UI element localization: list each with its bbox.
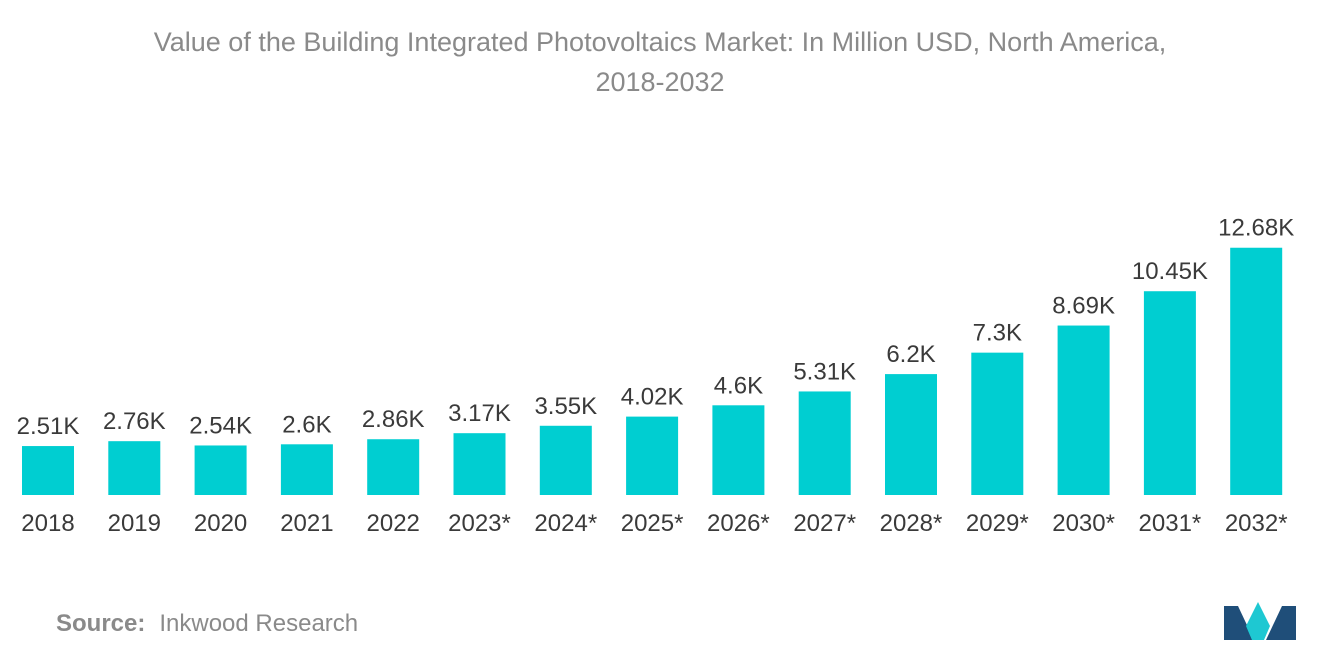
- bar-2024-forecast: [539, 425, 592, 495]
- data-label: 4.6K: [714, 372, 763, 399]
- chart-title: Value of the Building Integrated Photovo…: [0, 22, 1320, 102]
- x-tick-label: 2027*: [793, 510, 856, 537]
- x-tick-label: 2022: [367, 510, 420, 537]
- x-tick-label: 2029*: [966, 510, 1029, 537]
- x-tick-label: 2024*: [534, 510, 597, 537]
- logo-shape-left: [1224, 606, 1254, 640]
- data-label: 10.45K: [1132, 258, 1208, 285]
- data-label: 8.69K: [1052, 293, 1115, 320]
- bar-2030-forecast: [1057, 325, 1110, 495]
- x-tick-label: 2030*: [1052, 510, 1115, 537]
- source-label: Source:: [56, 610, 146, 637]
- data-label: 6.2K: [886, 341, 935, 368]
- data-label: 2.54K: [189, 412, 252, 439]
- logo-shape-right: [1266, 606, 1296, 640]
- bar-2031-forecast: [1143, 291, 1196, 495]
- chart-title-line-2: 2018-2032: [595, 67, 725, 97]
- bar-2028-forecast: [885, 374, 937, 495]
- x-tick-label: 2023*: [448, 510, 511, 537]
- source-value: Inkwood Research: [159, 610, 359, 637]
- data-label: 12.68K: [1218, 215, 1294, 242]
- data-label: 2.51K: [17, 413, 80, 440]
- bar-2021: [280, 444, 333, 495]
- bar-2029-forecast: [971, 352, 1024, 495]
- data-label: 2.6K: [282, 411, 331, 438]
- bar-2018: [22, 446, 74, 495]
- data-label: 3.55K: [534, 393, 597, 420]
- chart-title-line-1: Value of the Building Integrated Photovo…: [153, 27, 1167, 57]
- source-note: Source: Inkwood Research: [56, 610, 358, 638]
- bar-2026-forecast: [712, 405, 765, 495]
- x-tick-label: 2026*: [707, 510, 770, 537]
- x-tick-label: 2019: [108, 510, 161, 537]
- x-tick-label: 2032*: [1225, 510, 1288, 537]
- data-label: 2.76K: [103, 408, 166, 435]
- bar-2019: [108, 441, 161, 495]
- logo-shape-mid: [1246, 602, 1270, 640]
- data-label: 2.86K: [362, 406, 425, 433]
- data-label: 4.02K: [621, 384, 684, 411]
- x-tick-label: 2020: [194, 510, 247, 537]
- x-tick-label: 2018: [21, 510, 74, 537]
- bar-2025-forecast: [626, 416, 679, 495]
- data-label: 3.17K: [448, 400, 511, 427]
- brand-logo-icon: [1224, 602, 1296, 640]
- bar-2022: [367, 439, 420, 495]
- bar-2023-forecast: [453, 433, 506, 495]
- data-label: 7.3K: [973, 320, 1022, 347]
- data-label: 5.31K: [793, 358, 856, 385]
- bar-chart: 2.51K 2018 2.76K 2019 2.54K 2020 2.6K 2021 2.86K…: [17, 215, 1295, 537]
- x-tick-label: 2028*: [880, 510, 943, 537]
- x-tick-label: 2021: [280, 510, 333, 537]
- bar-2027-forecast: [798, 391, 851, 495]
- bar-2020: [194, 445, 247, 495]
- x-tick-label: 2025*: [621, 510, 684, 537]
- x-tick-label: 2031*: [1139, 510, 1202, 537]
- bar-2032-forecast: [1230, 247, 1283, 495]
